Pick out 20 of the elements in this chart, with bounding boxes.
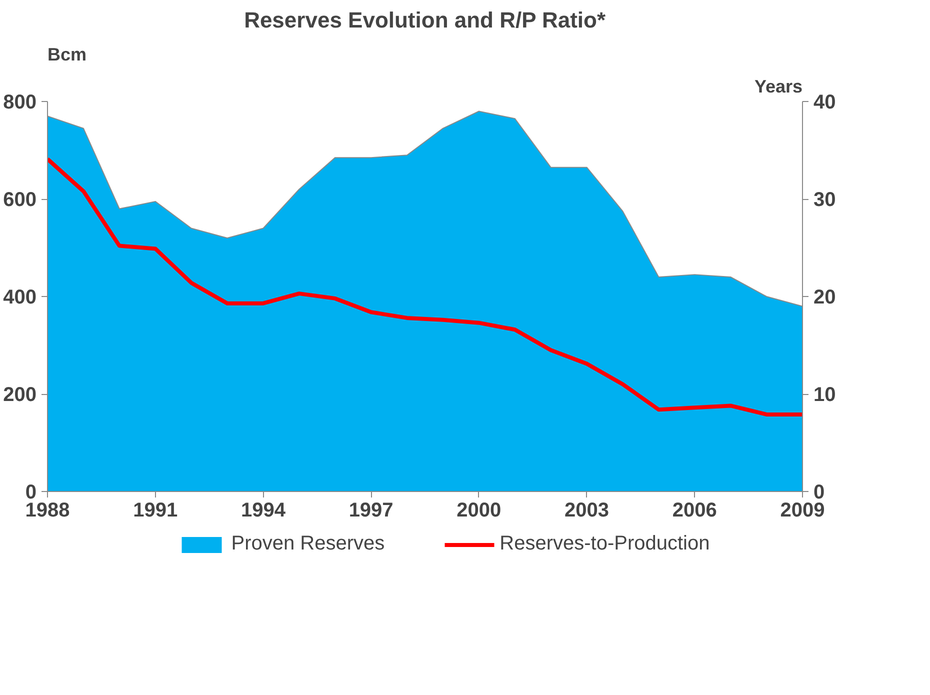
x-tick-label: 2000 (456, 500, 502, 522)
y-tick-label: 800 (3, 92, 37, 114)
legend-label: Reserves-to-Production (500, 532, 710, 556)
y-tick-label: 600 (3, 189, 37, 211)
x-tick-label: 1991 (133, 500, 178, 522)
y-axis-title: Bcm (48, 44, 87, 64)
x-tick-label: 2006 (672, 500, 717, 522)
y-tick-label: 400 (3, 286, 37, 308)
x-tick-label: 1997 (348, 500, 394, 522)
y2-tick-label: 40 (814, 92, 836, 114)
chart-title: Reserves Evolution and R/P Ratio* (244, 8, 606, 32)
line-series (48, 157, 802, 416)
y-tick-label: 200 (3, 384, 37, 406)
legend-label: Proven Reserves (231, 532, 385, 556)
x-tick-label: 2003 (564, 500, 610, 522)
y2-tick-label: 30 (814, 189, 836, 211)
y2-tick-label: 10 (814, 384, 836, 406)
y2-tick-label: 20 (814, 286, 836, 308)
x-tick-label: 1994 (240, 500, 286, 522)
y2-axis-title: Years (754, 76, 803, 96)
